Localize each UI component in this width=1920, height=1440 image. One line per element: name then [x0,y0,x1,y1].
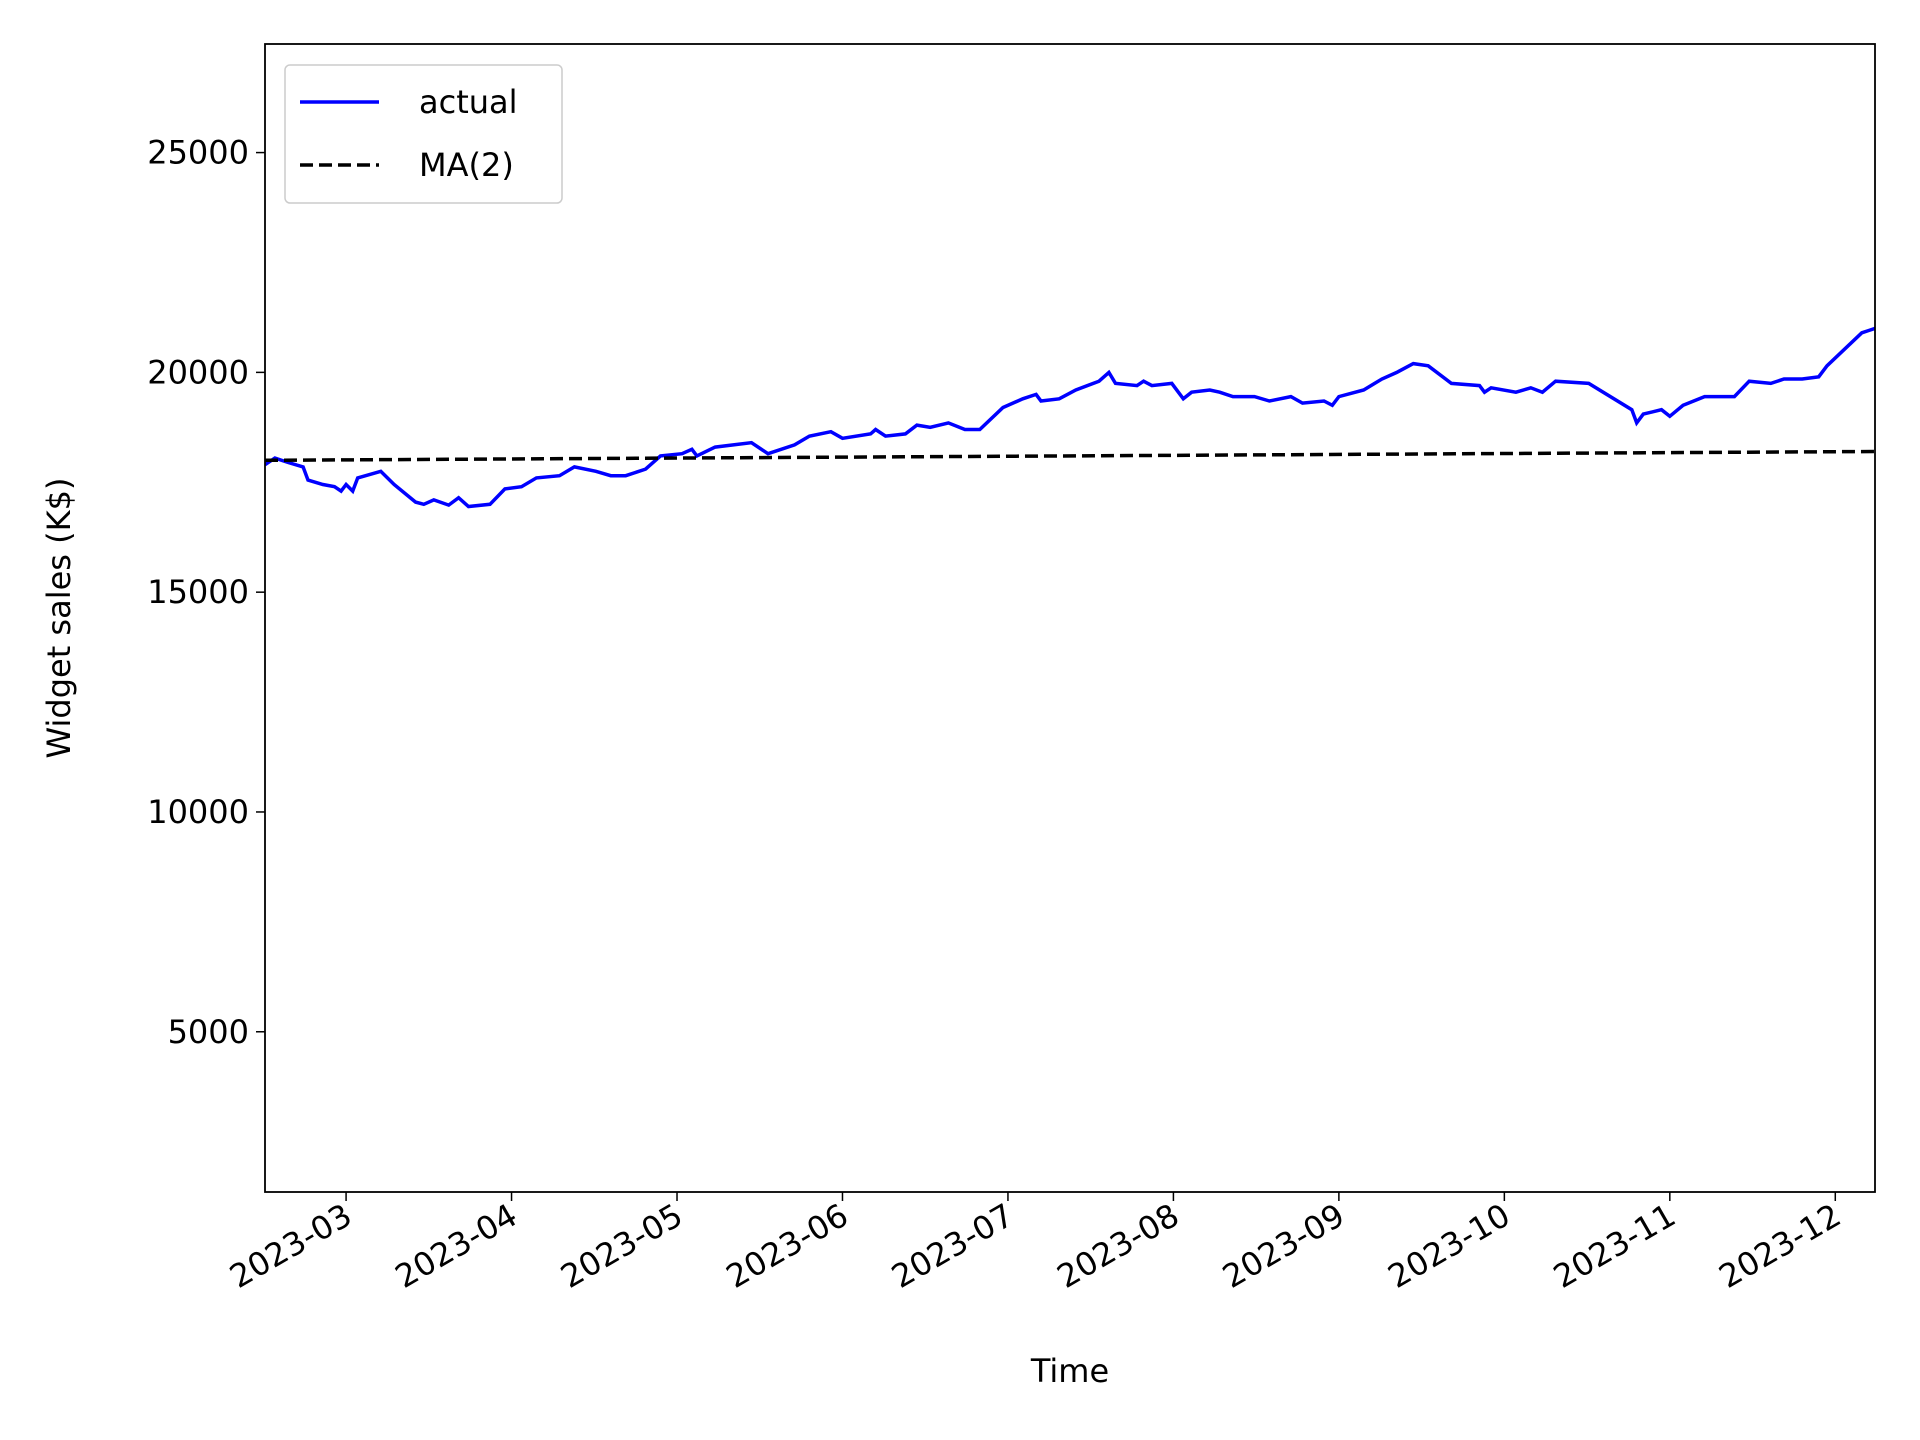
y-tick-label: 15000 [147,573,249,611]
series-line [265,449,1875,463]
plot-frame [264,43,1876,1193]
series-line [265,326,1875,509]
x-axis-label: Time [1030,1352,1109,1390]
y-tick-label: 25000 [147,134,249,172]
legend: actual MA(2) [284,64,563,204]
y-tick-label: 20000 [147,353,249,391]
y-axis-label: Widget sales (K$) [40,478,78,759]
legend-label: MA(2) [419,146,514,184]
legend-label: actual [419,83,518,121]
y-tick-label: 5000 [168,1013,249,1051]
y-tick-label: 10000 [147,793,249,831]
legend-box [284,64,563,204]
